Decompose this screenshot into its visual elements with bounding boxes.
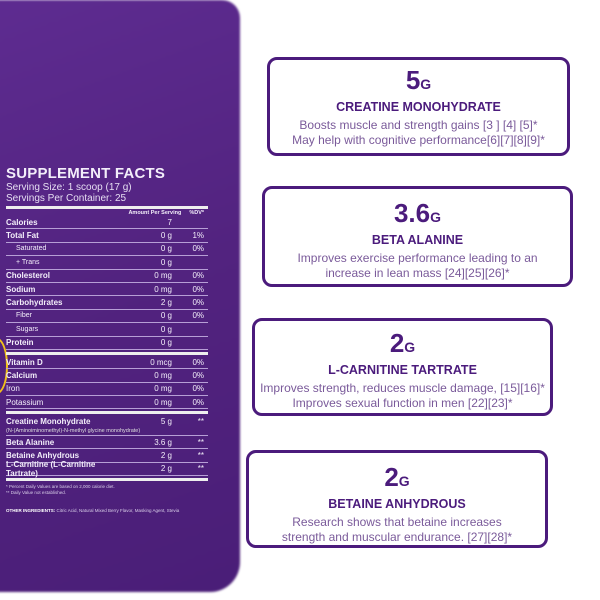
card-beta-alanine: 3.6G BETA ALANINE Improves exercise perf…	[262, 186, 573, 287]
card-desc-line: Improves sexual function in men [22][23]…	[292, 396, 513, 410]
facts-row: Calcium 0 mg 0%	[6, 369, 208, 383]
facts-row: Creatine Monohydrate 5 g **	[6, 417, 204, 427]
facts-row: Saturated 0 g 0%	[6, 243, 208, 257]
card-desc-line: increase in lean mass [24][25][26]*	[325, 266, 510, 280]
facts-row: Cholesterol 0 mg 0%	[6, 270, 208, 283]
facts-title: SUPPLEMENT FACTS	[6, 165, 166, 182]
card-desc-line: Improves strength, reduces muscle damage…	[260, 381, 545, 395]
card-amount: 2G	[384, 462, 410, 492]
facts-row: Potassium 0 mg 0%	[6, 396, 208, 410]
card-name: BETA ALANINE	[371, 233, 464, 247]
servings: Servings Per Container: 25	[6, 193, 127, 204]
card-carnitine: 2G L-CARNITINE TARTRATE Improves strengt…	[252, 318, 553, 416]
other-ingredients: OTHER INGREDIENTS: Citric Acid, Natural …	[6, 508, 180, 514]
facts-row: Sodium 0 mg 0%	[6, 283, 208, 297]
facts-row: Iron 0 mg 0%	[6, 383, 208, 397]
card-name: BETAINE ANHYDROUS	[328, 497, 466, 511]
card-desc-line: May help with cognitive performance[6][7…	[292, 133, 545, 147]
facts-row: Calories 7	[6, 216, 208, 230]
supplement-facts: SUPPLEMENT FACTS Serving Size: 1 scoop (…	[6, 165, 208, 513]
facts-row: Protein 0 g	[6, 337, 208, 350]
col-amount: Amount Per Serving	[128, 210, 182, 216]
card-desc-line: Improves exercise performance leading to…	[297, 251, 538, 265]
card-creatine: 5G CREATINE MONOHYDRATE Boosts muscle an…	[267, 57, 570, 156]
col-dv: %DV*	[189, 210, 204, 216]
card-desc-line: Research shows that betaine increases	[292, 515, 502, 529]
facts-row: Total Fat 0 g 1%	[6, 229, 208, 243]
facts-row: Betaine Anhydrous 2 g **	[6, 449, 208, 463]
facts-row: Beta Alanine 3.6 g **	[6, 436, 208, 450]
card-amount: 3.6G	[393, 198, 442, 228]
card-amount: 2G	[389, 328, 416, 358]
card-name: CREATINE MONOHYDRATE	[336, 100, 501, 114]
creatine-note: (N-(Aminoiminomethyl)-N-methyl glycine m…	[6, 428, 208, 436]
footnote: ** Daily Value not established.	[6, 490, 66, 496]
card-name: L-CARNITINE TARTRATE	[328, 363, 477, 377]
facts-row: + Trans 0 g	[6, 256, 208, 270]
facts-row: Carbohydrates 2 g 0%	[6, 296, 208, 310]
card-desc-line: Boosts muscle and strength gains [3 ] [4…	[299, 118, 538, 132]
card-desc-line: strength and muscular endurance. [27][28…	[281, 530, 513, 544]
facts-row: Sugars 0 g	[6, 323, 208, 337]
facts-row: Fiber 0 g 0%	[6, 310, 208, 324]
footnote: * Percent Daily Values are based on 2,00…	[6, 484, 115, 490]
card-betaine: 2G BETAINE ANHYDROUS Research shows that…	[246, 450, 548, 548]
card-amount: 5G	[405, 65, 432, 95]
facts-row: L-Carnitine (L-Carnitine Tartrate) 2 g **	[6, 460, 208, 478]
serving-size: Serving Size: 1 scoop (17 g)	[6, 182, 132, 193]
